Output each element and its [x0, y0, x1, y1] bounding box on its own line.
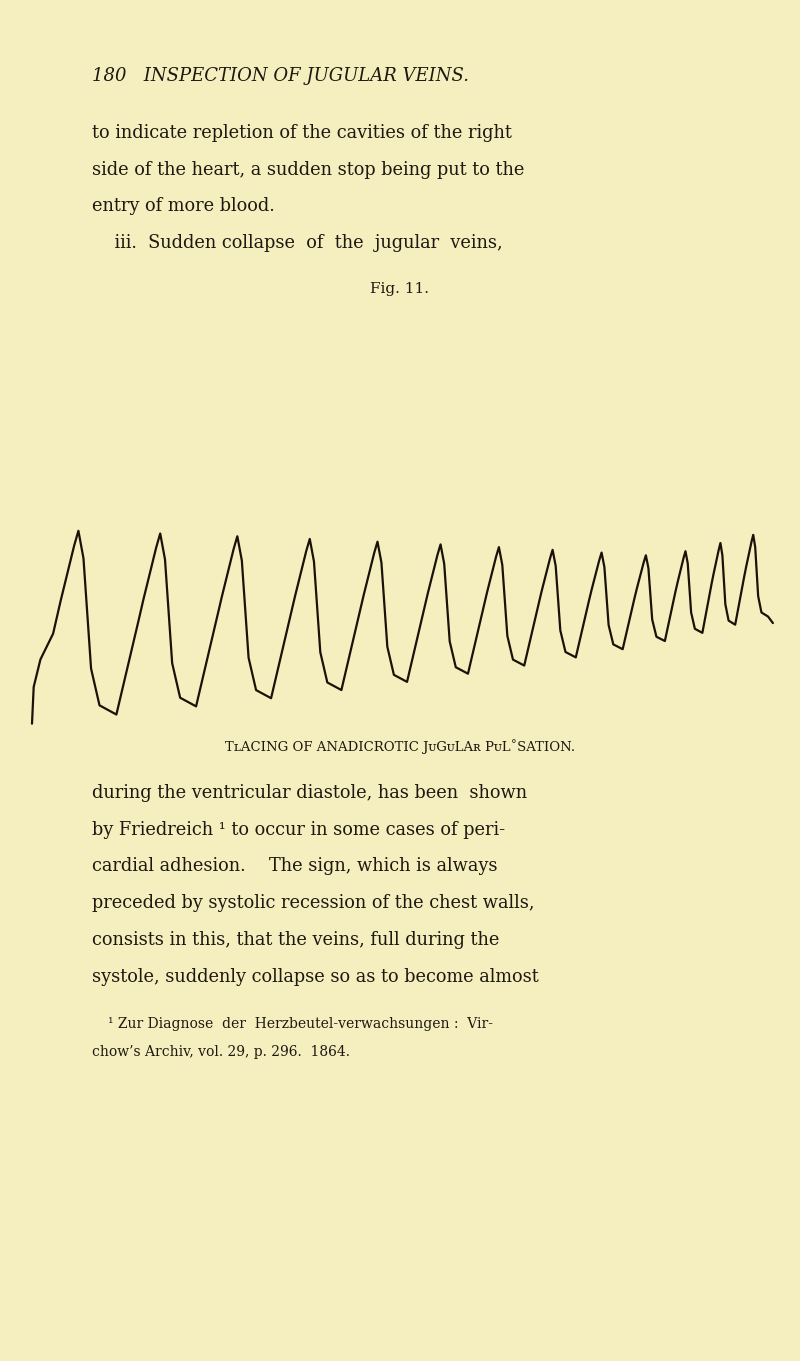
- Text: entry of more blood.: entry of more blood.: [92, 197, 274, 215]
- Text: preceded by systolic recession of the chest walls,: preceded by systolic recession of the ch…: [92, 894, 534, 912]
- Text: to indicate repletion of the cavities of the right: to indicate repletion of the cavities of…: [92, 124, 512, 142]
- Text: Fig. 11.: Fig. 11.: [370, 282, 430, 295]
- Text: iii.  Sudden collapse  of  the  jugular  veins,: iii. Sudden collapse of the jugular vein…: [92, 234, 502, 252]
- Text: side of the heart, a sudden stop being put to the: side of the heart, a sudden stop being p…: [92, 161, 524, 178]
- Text: systole, suddenly collapse so as to become almost: systole, suddenly collapse so as to beco…: [92, 968, 538, 985]
- Text: consists in this, that the veins, full during the: consists in this, that the veins, full d…: [92, 931, 499, 949]
- Text: chow’s Archiv, vol. 29, p. 296.  1864.: chow’s Archiv, vol. 29, p. 296. 1864.: [92, 1045, 350, 1059]
- Text: 180   INSPECTION OF JUGULAR VEINS.: 180 INSPECTION OF JUGULAR VEINS.: [92, 67, 469, 84]
- Text: cardial adhesion.  The sign, which is always: cardial adhesion. The sign, which is alw…: [92, 857, 498, 875]
- Text: ¹ Zur Diagnose  der  Herzbeutel-verwachsungen :  Vir-: ¹ Zur Diagnose der Herzbeutel-verwachsun…: [108, 1017, 493, 1030]
- Text: during the ventricular diastole, has been  shown: during the ventricular diastole, has bee…: [92, 784, 527, 802]
- Text: by Friedreich ¹ to occur in some cases of peri-: by Friedreich ¹ to occur in some cases o…: [92, 821, 505, 838]
- Text: TʟACING OF ANADICROTIC JᴜGᴜLAʀ PᴜL˚SATION.: TʟACING OF ANADICROTIC JᴜGᴜLAʀ PᴜL˚SATIO…: [225, 739, 575, 754]
